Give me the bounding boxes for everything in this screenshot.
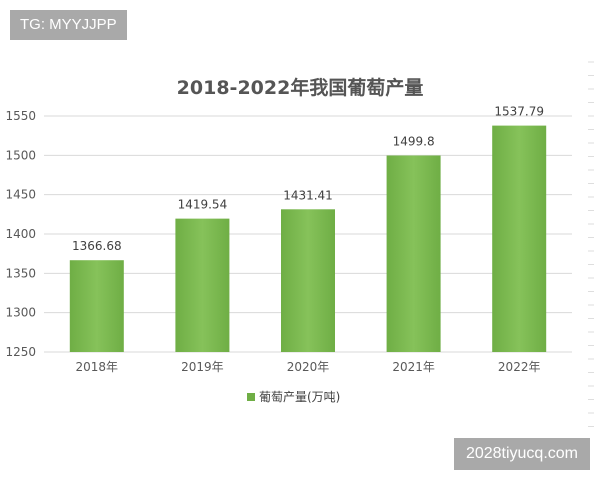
legend-swatch — [247, 393, 255, 401]
bar — [281, 209, 335, 352]
legend: 葡萄产量(万吨) — [247, 390, 340, 404]
legend-label: 葡萄产量(万吨) — [259, 390, 340, 404]
data-label: 1431.41 — [283, 188, 333, 202]
bars — [69, 125, 547, 353]
data-label: 1537.79 — [494, 105, 544, 119]
y-tick-label: 1250 — [5, 345, 36, 359]
x-tick-label: 2020年 — [287, 360, 330, 374]
bar — [175, 218, 230, 352]
data-labels: 1366.68 1419.54 1431.41 1499.8 1537.79 — [72, 105, 544, 254]
bar — [69, 260, 124, 352]
y-tick-label: 1500 — [5, 148, 36, 162]
x-tick-label: 2021年 — [392, 360, 435, 374]
y-tick-label: 1300 — [5, 306, 36, 320]
bar — [492, 125, 547, 353]
watermark-bottom: 2028tiyucq.com — [453, 438, 590, 470]
y-tick-label: 1400 — [5, 227, 36, 241]
data-label: 1419.54 — [178, 198, 228, 212]
y-tick-label: 1350 — [5, 266, 36, 280]
data-label: 1366.68 — [72, 239, 122, 253]
x-axis-tick-labels: 2018年 2019年 2020年 2021年 2022年 — [76, 360, 541, 374]
x-tick-label: 2019年 — [181, 360, 224, 374]
y-axis-tick-labels: 1250 1300 1350 1400 1450 1500 1550 — [5, 109, 36, 359]
x-tick-label: 2022年 — [498, 360, 541, 374]
watermark-top: TG: MYYJJPP — [10, 10, 127, 40]
data-label: 1499.8 — [393, 134, 435, 148]
chart-title: 2018-2022年我国葡萄产量 — [177, 76, 424, 99]
y-tick-label: 1550 — [5, 109, 36, 123]
bar — [386, 155, 441, 352]
right-edge-ticks — [588, 61, 594, 427]
x-tick-label: 2018年 — [76, 360, 119, 374]
y-tick-label: 1450 — [5, 188, 36, 202]
